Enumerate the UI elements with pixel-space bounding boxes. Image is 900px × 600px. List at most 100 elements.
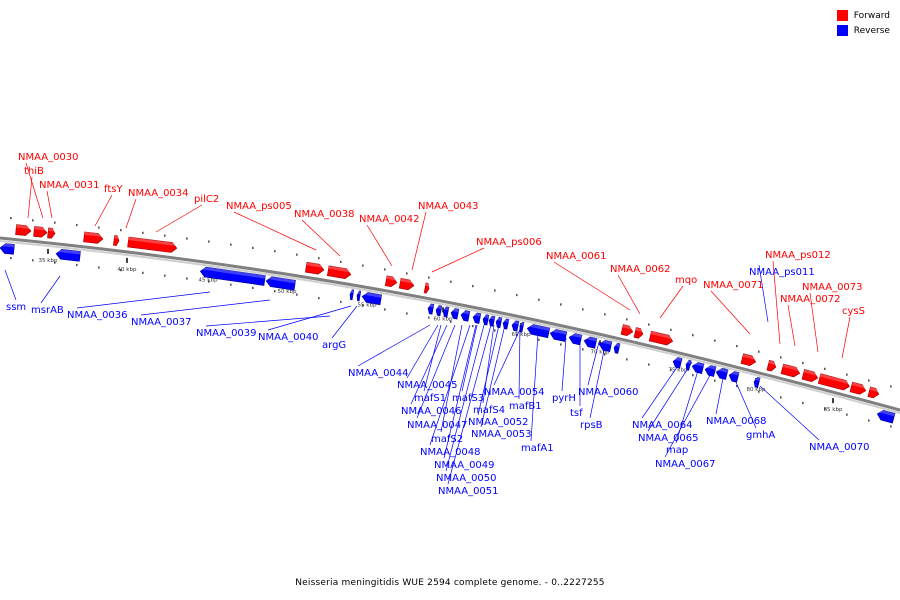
reverse-track-dot bbox=[604, 353, 606, 356]
forward-track-dot bbox=[340, 260, 342, 263]
gene-arrow-highlight bbox=[266, 276, 296, 284]
forward-gene-arrow bbox=[113, 235, 120, 246]
scale-tick-label: 75 kbp bbox=[669, 368, 688, 374]
forward-track-dot bbox=[428, 276, 430, 279]
gene-arrow-highlight bbox=[550, 329, 567, 335]
gene-arrow-highlight bbox=[34, 226, 48, 231]
forward-gene-label: NMAA_0031 bbox=[39, 180, 100, 191]
scale-tick-label: 45 kbp bbox=[199, 277, 218, 283]
label-leader-line bbox=[617, 274, 641, 315]
gene-arrow-highlight bbox=[635, 327, 644, 333]
dot-tracks bbox=[10, 216, 892, 428]
reverse-track-dot bbox=[714, 379, 716, 382]
reverse-gene-arrow bbox=[583, 336, 598, 349]
reverse-gene-label: NMAA_0060 bbox=[578, 387, 639, 398]
forward-gene-label: NMAA_0061 bbox=[546, 251, 607, 262]
reverse-track-dot bbox=[428, 316, 430, 319]
forward-track-dot bbox=[120, 229, 122, 232]
forward-track-dot bbox=[32, 219, 34, 222]
forward-gene-arrow bbox=[423, 282, 430, 294]
gene-arrow-highlight bbox=[768, 360, 777, 366]
forward-gene-arrow bbox=[384, 275, 398, 288]
reverse-gene-label: NMAA_0068 bbox=[706, 416, 767, 427]
reverse-gene-arrow bbox=[265, 276, 296, 291]
reverse-track-dot bbox=[186, 277, 188, 280]
reverse-track-dot bbox=[802, 401, 804, 405]
reverse-gene-arrow bbox=[753, 376, 761, 389]
reverse-gene-arrow bbox=[876, 410, 896, 424]
forward-gene-arrow bbox=[633, 327, 644, 339]
forward-track-dot bbox=[98, 226, 100, 229]
legend-forward-label: Forward bbox=[853, 10, 890, 21]
label-leader-line bbox=[429, 324, 471, 446]
reverse-track-dot bbox=[736, 385, 738, 388]
reverse-track-dot bbox=[32, 259, 34, 262]
forward-gene-arrow bbox=[648, 330, 674, 346]
reverse-gene-arrow bbox=[435, 305, 443, 317]
reverse-gene-label: NMAA_0053 bbox=[471, 429, 532, 440]
reverse-gene-label: tsf bbox=[570, 408, 583, 419]
scale-tick-label: 50 kbp bbox=[278, 289, 297, 295]
forward-gene-label: NMAA_0073 bbox=[802, 282, 863, 293]
forward-track-dot bbox=[296, 253, 298, 256]
reverse-gene-label: NMAA_0044 bbox=[348, 368, 409, 379]
label-leader-line bbox=[140, 299, 271, 316]
gene-arrow-highlight bbox=[869, 386, 880, 393]
gene-arrow-highlight bbox=[483, 314, 489, 319]
scale-tick-label: 60 kbp bbox=[434, 316, 453, 322]
reverse-gene-label: NMAA_0051 bbox=[438, 486, 499, 497]
scale-tick-label: 65 kbp bbox=[512, 332, 531, 338]
genome-backbone-shadow bbox=[0, 240, 900, 414]
gene-arrow-highlight bbox=[128, 237, 178, 247]
reverse-gene-arrow bbox=[460, 310, 471, 322]
forward-gene-arrow bbox=[326, 265, 352, 279]
reverse-gene-arrow bbox=[672, 357, 683, 369]
forward-track-dot bbox=[714, 339, 716, 342]
reverse-gene-arrow bbox=[361, 292, 383, 306]
reverse-gene-label: NMAA_0050 bbox=[436, 473, 497, 484]
forward-track-dot bbox=[890, 385, 892, 388]
reverse-track-dot bbox=[362, 304, 364, 307]
label-leader-line bbox=[518, 324, 521, 400]
gene-arrow-highlight bbox=[742, 353, 757, 361]
gene-arrow-highlight bbox=[729, 371, 740, 376]
label-leader-line bbox=[4, 269, 17, 301]
gene-arrow-highlight bbox=[584, 336, 597, 342]
label-leader-line bbox=[841, 316, 851, 359]
reverse-track-dot bbox=[472, 324, 474, 328]
forward-track-dot bbox=[142, 231, 144, 234]
gene-arrow-highlight bbox=[650, 331, 674, 340]
forward-gene-arrow bbox=[15, 224, 32, 236]
label-leader-line bbox=[664, 367, 715, 458]
scale-tick-label: 55 kbp bbox=[358, 302, 377, 308]
label-leader-line bbox=[94, 194, 113, 227]
label-leader-line bbox=[443, 324, 477, 459]
forward-track-dot bbox=[450, 280, 452, 283]
reverse-track-dot bbox=[582, 348, 584, 351]
forward-track-dot bbox=[318, 257, 320, 260]
label-leader-line bbox=[440, 324, 463, 433]
reverse-swatch bbox=[836, 25, 848, 36]
reverse-gene-arrow bbox=[519, 321, 525, 333]
reverse-track-dot bbox=[208, 280, 210, 283]
reverse-gene-label: msrAB bbox=[31, 305, 64, 316]
forward-gene-label: NMAA_0071 bbox=[703, 280, 764, 291]
gene-arrow-highlight bbox=[599, 340, 612, 345]
reverse-gene-label: NMAA_0067 bbox=[655, 459, 716, 470]
gene-arrow-highlight bbox=[350, 289, 354, 293]
reverse-track-dot bbox=[692, 374, 694, 377]
forward-gene-label: NMAA_0030 bbox=[18, 152, 79, 163]
reverse-track-dot bbox=[538, 338, 540, 341]
forward-track-dot bbox=[868, 379, 870, 382]
reverse-gene-arrow bbox=[598, 340, 613, 353]
reverse-gene-label: mafS1 bbox=[414, 393, 446, 404]
legend-reverse-label: Reverse bbox=[853, 25, 890, 36]
gene-labels: thiB NMAA_0030 NMAA_0031 ftsY NMAA_0034 pilC2… bbox=[6, 152, 870, 497]
forward-gene-label: thiB bbox=[24, 166, 44, 177]
forward-gene-label: mqo bbox=[675, 275, 697, 286]
forward-track-dot bbox=[824, 367, 826, 370]
gene-arrow-highlight bbox=[614, 343, 621, 347]
label-leader-line bbox=[125, 198, 137, 229]
reverse-gene-label: NMAA_0040 bbox=[258, 332, 319, 343]
